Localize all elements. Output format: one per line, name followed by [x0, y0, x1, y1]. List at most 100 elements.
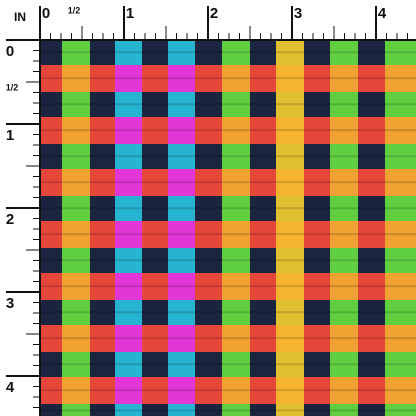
weave-stripe: [222, 129, 250, 132]
weave-stripe: [385, 259, 416, 262]
plaid-cell: [40, 248, 62, 273]
weave-stripe: [385, 77, 416, 80]
weave-stripe: [385, 409, 416, 412]
plaid-cell: [385, 196, 416, 221]
weave-stripe: [385, 181, 416, 184]
weave-stripe: [222, 103, 250, 106]
weave-stripe: [142, 129, 168, 132]
weave-stripe: [168, 311, 195, 314]
weave-stripe: [195, 337, 222, 340]
plaid-cell: [358, 273, 385, 300]
weave-stripe: [385, 389, 416, 392]
plaid-cell: [385, 404, 416, 416]
plaid-cell: [90, 404, 115, 416]
weave-stripe: [62, 51, 90, 54]
plaid-cell: [168, 221, 195, 248]
weave-stripe: [385, 207, 416, 210]
plaid-cell: [40, 352, 62, 377]
weave-stripe: [142, 103, 168, 106]
plaid-cell: [62, 144, 90, 169]
weave-stripe: [250, 129, 276, 132]
left-ruler-label: 4: [6, 379, 15, 396]
weave-stripe: [222, 363, 250, 366]
weave-stripe: [90, 409, 115, 412]
weave-stripe: [90, 311, 115, 314]
weave-stripe: [276, 311, 304, 314]
plaid-cell: [195, 117, 222, 144]
weave-stripe: [62, 389, 90, 392]
weave-stripe: [330, 233, 358, 236]
plaid-cell: [304, 404, 330, 416]
plaid-cell: [276, 65, 304, 92]
weave-stripe: [222, 155, 250, 158]
weave-stripe: [195, 409, 222, 412]
weave-stripe: [385, 337, 416, 340]
plaid-cell: [115, 325, 142, 352]
weave-stripe: [115, 103, 142, 106]
plaid-cell: [250, 92, 276, 117]
plaid-cell: [304, 377, 330, 404]
top-ruler-label: 1: [126, 5, 134, 22]
weave-stripe: [222, 409, 250, 412]
weave-stripe: [222, 259, 250, 262]
weave-stripe: [304, 233, 330, 236]
plaid-cell: [62, 404, 90, 416]
plaid-cell: [250, 40, 276, 65]
weave-stripe: [385, 51, 416, 54]
plaid-cell: [168, 325, 195, 352]
left-ruler-label: 1/2: [6, 82, 19, 92]
plaid-cell: [304, 117, 330, 144]
weave-stripe: [276, 233, 304, 236]
plaid-cell: [40, 325, 62, 352]
plaid-cell: [385, 92, 416, 117]
top-ruler-label: 2: [210, 5, 218, 22]
plaid-cell: [330, 144, 358, 169]
plaid-cell: [62, 325, 90, 352]
weave-stripe: [250, 311, 276, 314]
weave-stripe: [385, 311, 416, 314]
weave-stripe: [222, 181, 250, 184]
plaid-cell: [358, 92, 385, 117]
weave-stripe: [62, 363, 90, 366]
plaid-cell: [330, 248, 358, 273]
plaid-cell: [330, 352, 358, 377]
plaid-cell: [385, 248, 416, 273]
plaid-cell: [115, 92, 142, 117]
plaid-cell: [90, 169, 115, 196]
weave-stripe: [330, 409, 358, 412]
weave-stripe: [250, 285, 276, 288]
weave-stripe: [40, 207, 62, 210]
weave-stripe: [40, 51, 62, 54]
weave-stripe: [385, 233, 416, 236]
plaid-cell: [195, 65, 222, 92]
weave-stripe: [195, 207, 222, 210]
plaid-cell: [90, 325, 115, 352]
weave-stripe: [330, 311, 358, 314]
plaid-cell: [330, 300, 358, 325]
plaid-cell: [250, 377, 276, 404]
weave-stripe: [304, 103, 330, 106]
weave-stripe: [276, 363, 304, 366]
plaid-cell: [304, 65, 330, 92]
plaid-cell: [358, 300, 385, 325]
plaid-cell: [168, 117, 195, 144]
plaid-cell: [276, 196, 304, 221]
weave-stripe: [168, 181, 195, 184]
plaid-cell: [40, 40, 62, 65]
left-ruler-label: 2: [6, 211, 14, 228]
plaid-cell: [168, 40, 195, 65]
weave-stripe: [142, 233, 168, 236]
plaid-cell: [276, 117, 304, 144]
weave-stripe: [168, 363, 195, 366]
plaid-cell: [142, 404, 168, 416]
weave-stripe: [304, 337, 330, 340]
plaid-cell: [222, 40, 250, 65]
plaid-cell: [250, 144, 276, 169]
plaid-cell: [142, 92, 168, 117]
plaid-cell: [276, 300, 304, 325]
plaid-cell: [222, 248, 250, 273]
plaid-cell: [115, 65, 142, 92]
weave-stripe: [276, 389, 304, 392]
plaid-cell: [62, 92, 90, 117]
